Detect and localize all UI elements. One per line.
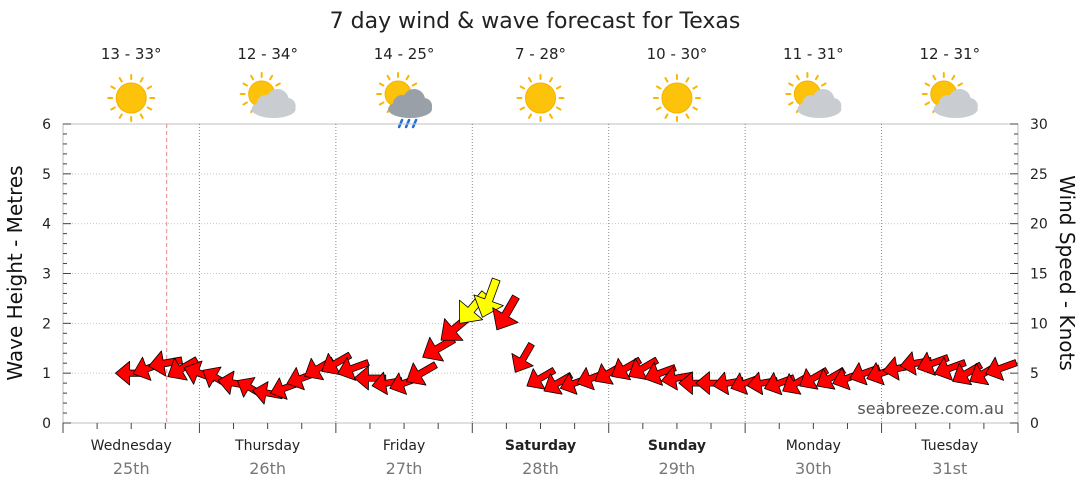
temperature-range-label: 11 - 31° [783, 45, 844, 63]
chart-title: 7 day wind & wave forecast for Texas [330, 9, 741, 34]
y-right-tick-label: 25 [1030, 167, 1048, 183]
y-right-tick-label: 10 [1030, 316, 1048, 332]
y-right-tick-label: 15 [1030, 267, 1048, 283]
day-date-label: 26th [249, 459, 286, 478]
y-left-tick-label: 3 [42, 267, 51, 283]
temperature-range-label: 12 - 31° [919, 45, 980, 63]
day-name-label: Friday [383, 438, 425, 454]
wind-arrow [473, 277, 504, 318]
y-right-tick-label: 20 [1030, 217, 1048, 233]
day-name-label: Thursday [234, 438, 300, 454]
y-right-tick-label: 0 [1030, 416, 1039, 432]
wind-arrow [526, 367, 557, 390]
day-name-label: Wednesday [91, 438, 172, 454]
wind-arrow [543, 372, 574, 395]
wind-arrow [337, 356, 370, 381]
y-left-tick-label: 6 [42, 117, 51, 133]
sun-icon [516, 74, 565, 122]
day-name-label: Saturday [505, 438, 576, 454]
day-date-label: 28th [522, 459, 559, 478]
temperature-range-label: 12 - 34° [237, 45, 298, 63]
wind-arrow [492, 294, 520, 331]
day-date-label: 25th [113, 459, 150, 478]
day-name-label: Tuesday [920, 438, 978, 454]
wind-arrow [511, 342, 535, 373]
y-left-tick-label: 0 [42, 416, 51, 432]
wind-arrow [167, 356, 200, 381]
sun-cloud-icon [921, 72, 978, 118]
day-date-label: 31st [932, 459, 967, 478]
wind-arrow [985, 356, 1018, 381]
y-left-tick-label: 4 [42, 217, 51, 233]
temperature-range-label: 7 - 28° [515, 45, 566, 63]
wind-arrow [628, 356, 659, 381]
day-date-label: 29th [659, 459, 696, 478]
sun-icon [107, 74, 156, 122]
y-left-tick-label: 5 [42, 167, 51, 183]
wind-arrow [406, 361, 438, 386]
sun-cloud-icon [239, 72, 296, 118]
wind-arrow [660, 366, 694, 391]
sun-cloud-rain-icon [376, 72, 433, 129]
day-date-label: 27th [386, 459, 423, 478]
day-date-label: 30th [795, 459, 832, 478]
sun-cloud-icon [785, 72, 842, 118]
y-axis-right-label: Wind Speed - Knots [1055, 175, 1079, 371]
watermark: seabreeze.com.au [857, 399, 1004, 418]
y-left-tick-label: 1 [42, 366, 51, 382]
temperature-range-label: 14 - 25° [374, 45, 435, 63]
wind-arrow [148, 350, 183, 377]
wind-arrow [321, 351, 353, 376]
wind-arrow [644, 361, 677, 386]
y-axis-left-label: Wave Height - Metres [3, 165, 27, 380]
day-name-label: Sunday [648, 438, 706, 454]
wind-arrow [934, 356, 967, 381]
wind-arrow [916, 351, 950, 376]
day-name-label: Monday [786, 438, 841, 454]
y-right-tick-label: 5 [1030, 366, 1039, 382]
y-right-tick-label: 30 [1030, 117, 1048, 133]
sun-icon [652, 74, 701, 122]
temperature-range-label: 10 - 30° [647, 45, 708, 63]
y-left-tick-label: 2 [42, 316, 51, 332]
temperature-range-label: 13 - 33° [101, 45, 162, 63]
